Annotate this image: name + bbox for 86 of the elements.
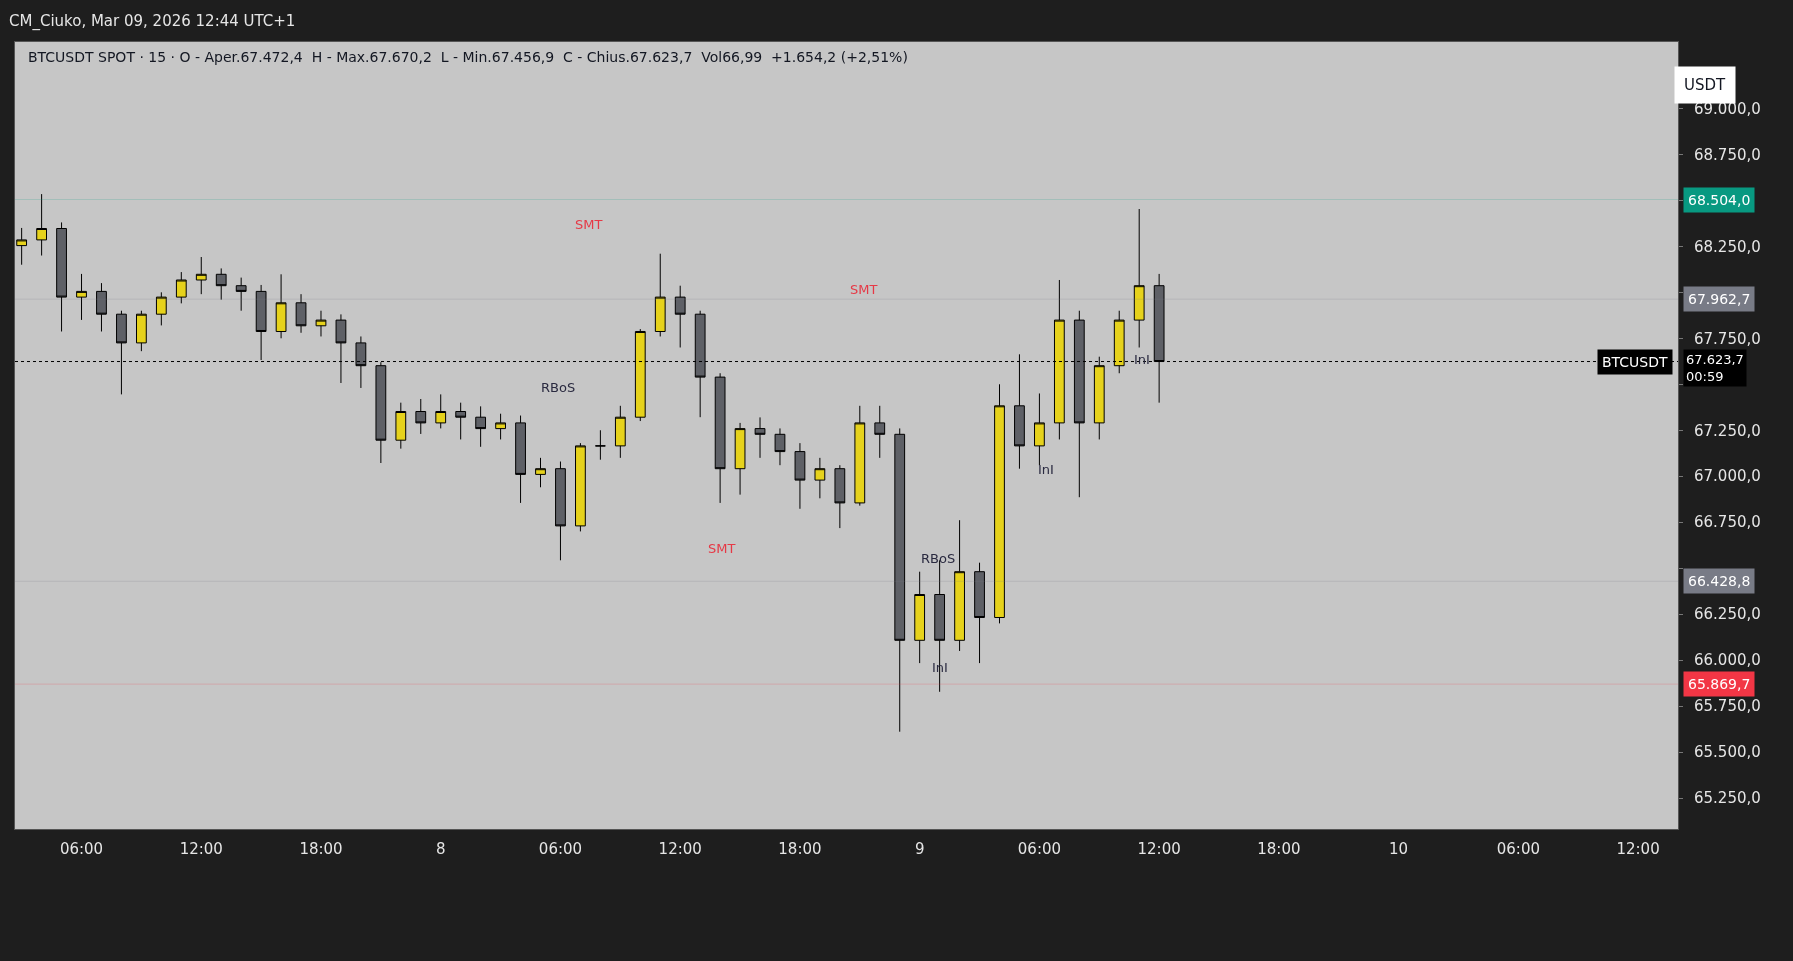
annotation: SMT (850, 282, 878, 297)
candlestick (594, 429, 606, 461)
y-tick-label: 65.500,0 (1694, 743, 1761, 762)
candlestick (395, 402, 407, 450)
x-tick-label: 18:00 (299, 840, 343, 858)
annotation: InI (1134, 352, 1150, 367)
candlestick (136, 310, 147, 352)
candlestick (215, 267, 227, 301)
candlestick (994, 383, 1005, 624)
annotation: RBoS (921, 551, 956, 566)
x-tick-label: 18:00 (778, 840, 822, 858)
candlestick (175, 271, 187, 304)
ref-line-label: 68.504,0 (1688, 192, 1751, 208)
candlestick (874, 405, 886, 459)
ref-line-label: 66.428,8 (1688, 573, 1751, 589)
candlestick (674, 285, 686, 348)
candlestick (575, 442, 586, 532)
candlestick (714, 372, 726, 504)
candlestick (155, 291, 167, 326)
candlestick (195, 256, 207, 295)
candlestick (734, 422, 746, 496)
x-tick-label: 12:00 (1616, 840, 1660, 858)
candlestick (894, 427, 906, 733)
candlestick (1133, 208, 1145, 348)
candlestick (495, 413, 506, 440)
x-tick-label: 10 (1389, 840, 1409, 858)
candlestick (435, 393, 447, 429)
x-tick-label: 12:00 (658, 840, 702, 858)
y-tick-label: 66.250,0 (1694, 605, 1761, 624)
y-tick-label: 65.750,0 (1694, 697, 1761, 716)
candlestick (794, 442, 806, 510)
candlestick (16, 227, 28, 266)
candlestick (76, 273, 87, 321)
y-tick-label: 66.750,0 (1694, 513, 1761, 532)
candlestick (654, 253, 666, 337)
x-tick-label: 8 (435, 840, 446, 858)
annotation: SMT (708, 541, 736, 556)
candlestick (315, 310, 327, 337)
candlestick (475, 405, 487, 448)
y-tick-label: 68.750,0 (1694, 145, 1761, 164)
x-tick-label: 06:00 (538, 840, 583, 858)
x-tick-label: 06:00 (1496, 840, 1540, 858)
x-tick-label: 06:00 (1017, 840, 1062, 858)
annotation: InI (1038, 462, 1054, 477)
candlestick (834, 464, 846, 529)
candlestick (914, 571, 926, 664)
y-tick-label: 67.250,0 (1694, 421, 1761, 440)
x-tick-label: 12:00 (1137, 840, 1181, 858)
candlestick (774, 427, 786, 466)
x-tick-label: 9 (914, 840, 925, 858)
candlestick (235, 277, 247, 312)
candlestick (295, 293, 307, 334)
x-tick-label: 18:00 (1257, 840, 1301, 858)
text: BTCUSDT SPOT · 15 · O - Aper.67.472,4 H - Max.67.670,2 L - Min.67.456,9 C - Chius.67.623,7 Vol66,99 +1.654,2 (+2,51%) (28, 48, 908, 65)
candlestick (614, 405, 626, 459)
candlestick (455, 402, 467, 440)
ref-line-label: BTCUSDT (1602, 354, 1669, 370)
candlestick (275, 273, 287, 339)
candlestick (854, 405, 866, 507)
y-tick-label: 66.000,0 (1694, 651, 1761, 670)
candlestick (535, 457, 546, 488)
text: CM_Ciuko, Mar 09, 2026 12:44 UTC+1 (9, 12, 296, 31)
candlestick (954, 519, 965, 652)
text: USDT (1684, 76, 1727, 94)
text: 00:59 (1686, 368, 1724, 384)
y-tick-label: 67.000,0 (1694, 467, 1761, 486)
candlestick (754, 416, 766, 459)
candlestick (96, 282, 107, 332)
annotation: SMT (575, 217, 603, 232)
ref-line-label: 65.869,7 (1688, 676, 1751, 692)
candlestick (36, 193, 47, 257)
x-tick-label: 12:00 (179, 840, 223, 858)
candlestick (415, 398, 427, 435)
candlestick (974, 562, 985, 664)
candlestick (1034, 392, 1045, 466)
candlestick (814, 457, 826, 499)
annotation: RBoS (541, 380, 576, 395)
text: 67.623,7 (1686, 352, 1744, 367)
y-tick-label: 68.250,0 (1694, 237, 1761, 256)
candlestick (56, 221, 67, 332)
x-tick-label: 06:00 (59, 840, 104, 858)
y-tick-label: 67.750,0 (1694, 329, 1761, 348)
candlestick (555, 461, 566, 561)
y-tick-label: 65.250,0 (1694, 789, 1761, 808)
ref-line-label: 67.962,7 (1688, 291, 1751, 307)
candlestick (515, 415, 526, 504)
